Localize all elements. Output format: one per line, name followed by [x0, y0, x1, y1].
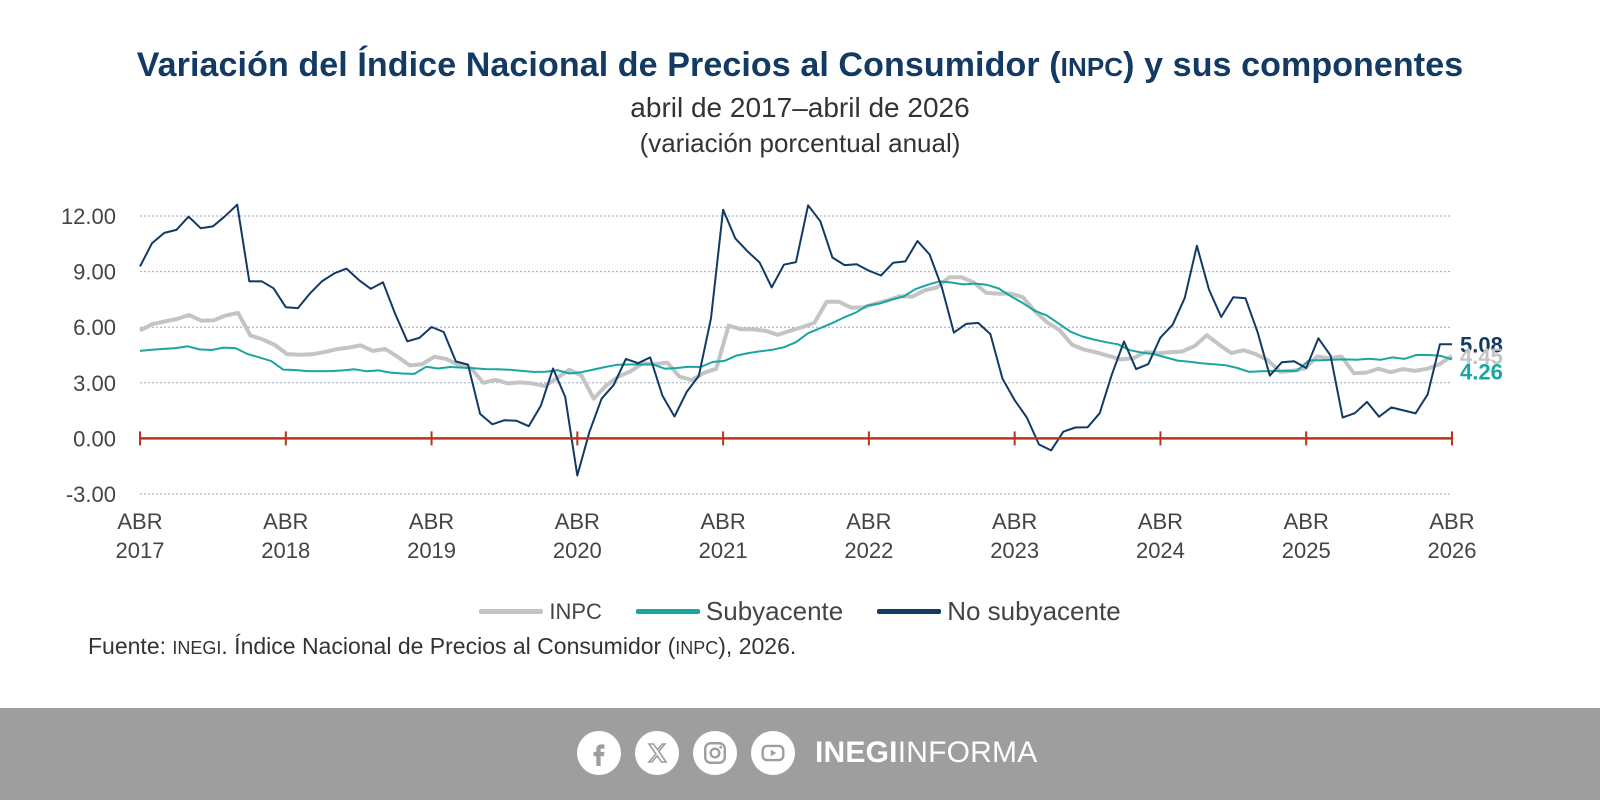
legend-swatch-no-subyacente [877, 609, 942, 614]
x-tick-label-month: ABR [117, 509, 162, 534]
line-chart: 12.009.006.003.000.00-3.00ABR2017ABR2018… [61, 203, 1503, 563]
x-tick-label-month: ABR [263, 509, 308, 534]
instagram-icon[interactable] [693, 731, 737, 775]
y-tick-label: 0.00 [73, 426, 116, 451]
y-tick-label: 6.00 [73, 315, 116, 340]
social-links: INEGIINFORMA [577, 731, 1037, 775]
footer-bar: INEGIINFORMA [0, 708, 1600, 800]
legend-label-inpc: INPC [549, 598, 602, 624]
x-tick-label-year: 2018 [261, 538, 310, 563]
x-tick-label-month: ABR [409, 509, 454, 534]
x-tick-label-month: ABR [992, 509, 1037, 534]
x-tick-label-month: ABR [1138, 509, 1183, 534]
x-tick-label-year: 2026 [1428, 538, 1477, 563]
end-value-label-inpc: 4.45 [1460, 344, 1503, 369]
legend-item-inpc: INPC [479, 599, 602, 625]
x-tick-label-year: 2021 [699, 538, 748, 563]
legend-swatch-inpc [479, 609, 544, 614]
x-tick-label-month: ABR [700, 509, 745, 534]
chart-units: (variación porcentual anual) [639, 128, 961, 158]
x-tick-label-month: ABR [555, 509, 600, 534]
x-tick-label-year: 2025 [1282, 538, 1331, 563]
y-tick-label: 3.00 [73, 371, 116, 396]
series-line-subyacente [139, 280, 1453, 375]
x-tick-label-year: 2024 [1136, 538, 1185, 563]
brand-logo: INEGIINFORMA [815, 736, 1038, 769]
source-note: Fuente: INEGI. Índice Nacional de Precio… [88, 633, 797, 659]
x-tick-label-year: 2017 [116, 538, 165, 563]
x-tick-label-year: 2019 [407, 538, 456, 563]
y-tick-label: 12.00 [61, 204, 116, 229]
x-tick-label-month: ABR [1284, 509, 1329, 534]
x-tick-label-year: 2020 [553, 538, 602, 563]
legend: INPC Subyacente No subyacente [0, 596, 1600, 627]
youtube-icon[interactable] [751, 731, 795, 775]
end-value-label-no-subyacente: 5.08 [1460, 332, 1503, 357]
series-line-no-subyacente [139, 203, 1452, 477]
facebook-icon[interactable] [577, 731, 621, 775]
x-tick-label-year: 2022 [844, 538, 893, 563]
x-icon[interactable] [635, 731, 679, 775]
legend-swatch-subyacente [635, 609, 700, 614]
end-value-label-subyacente: 4.26 [1460, 359, 1503, 384]
x-tick-label-month: ABR [846, 509, 891, 534]
y-tick-label: -3.00 [66, 482, 116, 507]
legend-label-subyacente: Subyacente [705, 596, 844, 626]
x-tick-label-year: 2023 [990, 538, 1039, 563]
legend-label-no-subyacente: No subyacente [947, 596, 1121, 626]
chart-title: Variación del Índice Nacional de Precios… [136, 46, 1464, 84]
title-abbr: INPC [1060, 52, 1124, 82]
legend-item-no-subyacente: No subyacente [877, 596, 1121, 627]
y-tick-label: 9.00 [73, 260, 116, 285]
legend-item-subyacente: Subyacente [635, 596, 844, 627]
chart-subtitle: abril de 2017–abril de 2026 [630, 92, 970, 123]
x-tick-label-month: ABR [1429, 509, 1474, 534]
series-line-inpc [139, 275, 1454, 401]
